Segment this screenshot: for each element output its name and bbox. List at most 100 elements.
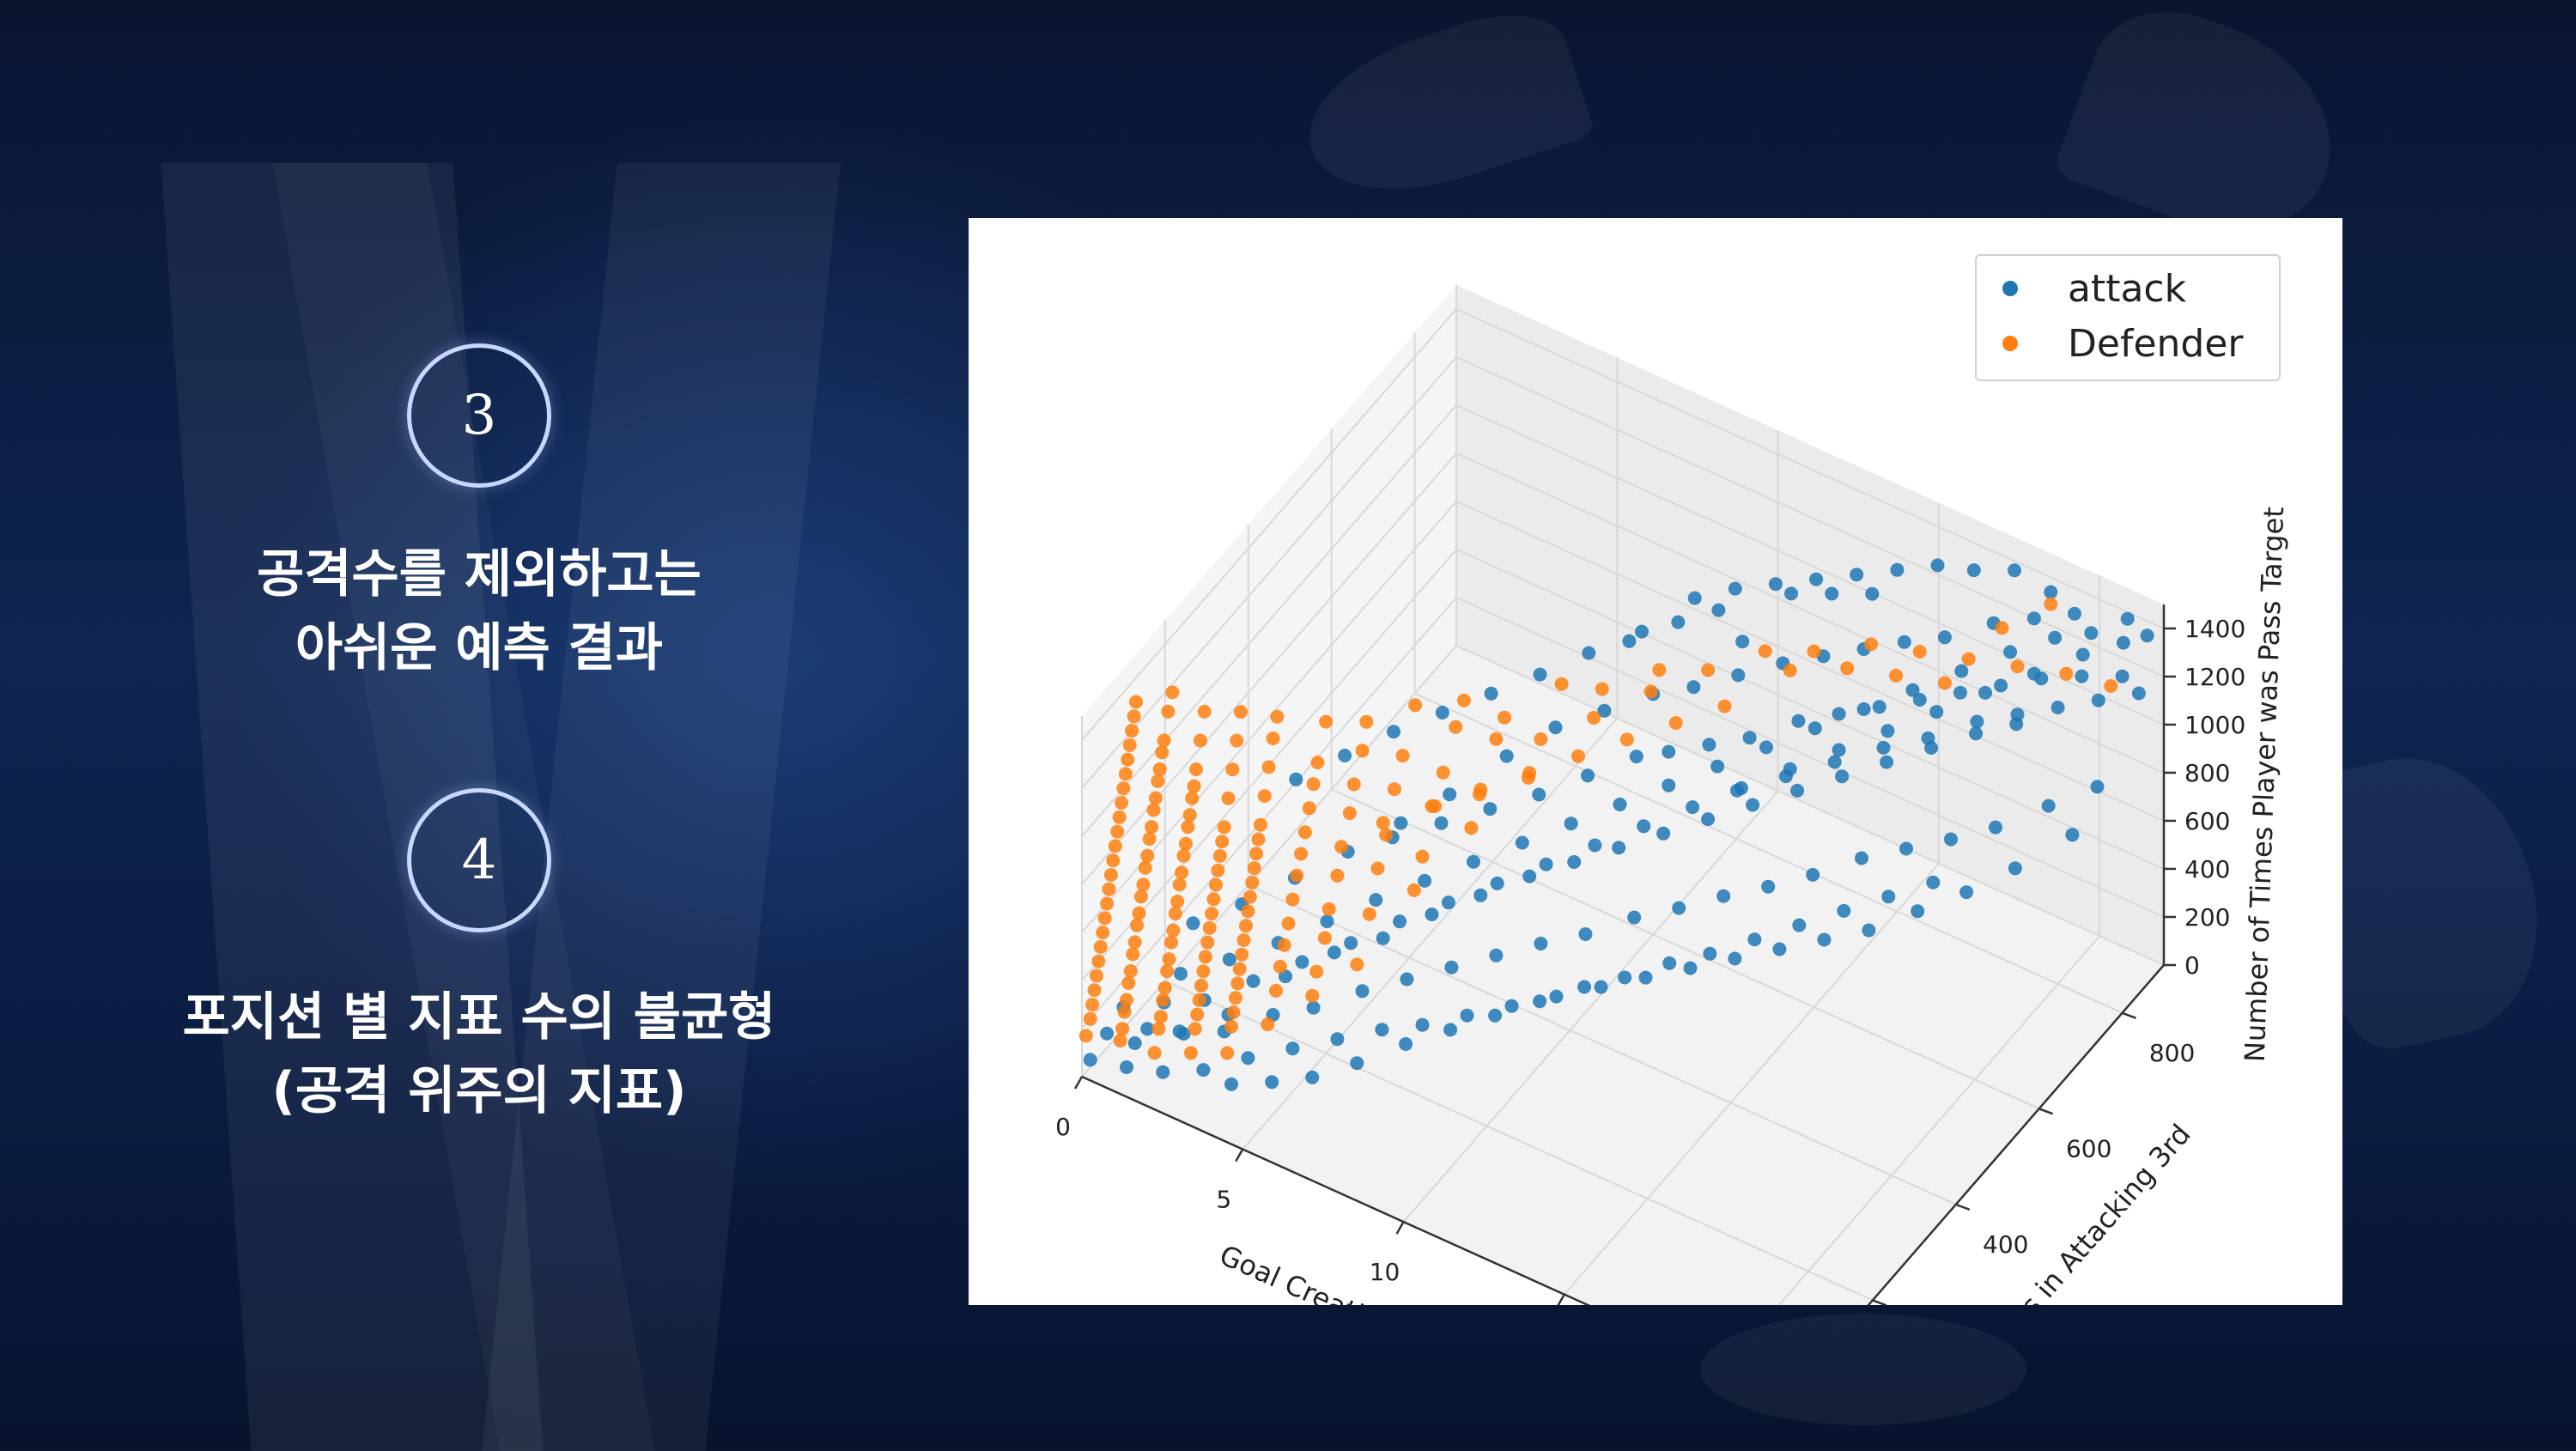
attack-data-point — [1488, 1008, 1503, 1023]
attack-data-point — [2091, 693, 2105, 707]
defender-data-point — [1129, 695, 1143, 709]
defender-data-point — [1226, 1005, 1241, 1019]
defender-data-point — [1309, 964, 1324, 979]
attack-data-point — [1100, 1026, 1115, 1041]
attack-data-point — [1731, 668, 1746, 683]
attack-data-point — [1735, 634, 1750, 649]
defender-data-point — [1202, 920, 1217, 935]
defender-data-point — [1121, 752, 1135, 767]
attack-data-point — [1683, 961, 1698, 975]
attack-data-point — [1140, 1022, 1155, 1036]
defender-data-point — [1247, 861, 1261, 876]
defender-data-point — [1133, 889, 1148, 904]
attack-data-point — [1241, 1051, 1255, 1065]
defender-data-point — [1157, 980, 1172, 995]
attack-data-point — [1784, 586, 1798, 601]
attack-data-point — [1330, 1032, 1345, 1047]
defender-data-point — [1123, 964, 1138, 978]
defender-data-point — [1457, 693, 1471, 707]
defender-data-point — [1571, 749, 1585, 763]
attack-data-point — [1533, 994, 1547, 1009]
attack-data-point — [1768, 577, 1783, 592]
attack-data-point — [2034, 671, 2049, 686]
defender-data-point — [1182, 808, 1197, 823]
attack-data-point — [1761, 879, 1776, 894]
attack-data-point — [1533, 667, 1547, 682]
step-3-caption-line: 아쉬운 예측 결과 — [295, 618, 664, 678]
attack-data-point — [2115, 669, 2129, 683]
attack-data-point — [1350, 1056, 1364, 1071]
attack-data-point — [1702, 738, 1716, 752]
defender-data-point — [1376, 816, 1390, 830]
attack-data-point — [1656, 826, 1671, 841]
defender-data-point — [1192, 993, 1206, 1007]
grid-line — [1164, 980, 1874, 1302]
legend-item-defender: Defender — [2002, 318, 2244, 369]
attack-data-point — [1425, 908, 1439, 921]
defender-data-point — [1221, 791, 1236, 805]
attack-data-point — [1306, 1000, 1321, 1015]
attack-data-point — [1730, 783, 1744, 798]
defender-data-point — [1241, 904, 1255, 919]
defender-data-point — [1189, 762, 1203, 777]
defender-data-point — [1498, 710, 1512, 725]
defender-data-point — [1783, 663, 1797, 677]
defender-data-point — [1162, 952, 1176, 967]
defender-data-point — [1245, 875, 1260, 889]
attack-data-point — [1196, 1063, 1211, 1078]
defender-data-point — [1239, 919, 1253, 933]
defender-data-point — [1415, 849, 1430, 864]
defender-data-point — [1106, 853, 1121, 868]
attack-data-point — [2010, 707, 2025, 722]
defender-data-point — [1334, 840, 1349, 854]
defender-data-point — [1115, 796, 1128, 810]
attack-data-point — [1759, 740, 1773, 755]
defender-data-point — [1619, 732, 1634, 747]
defender-data-point — [1305, 988, 1320, 1003]
attack-data-point — [1441, 895, 1455, 910]
defender-data-point — [2044, 597, 2058, 611]
step-4-number-badge: 4 — [407, 788, 551, 932]
defender-data-point — [1346, 777, 1361, 792]
defender-data-point — [1297, 825, 1312, 840]
grid-line — [1081, 597, 1457, 1029]
defender-data-point — [1230, 733, 1244, 748]
defender-data-point — [1170, 895, 1185, 908]
attack-data-point — [1483, 802, 1498, 817]
tick-labels: 0510152002004006008000200400600800100012… — [1055, 615, 2245, 1305]
attack-data-point — [1618, 970, 1632, 985]
attack-data-point — [1970, 714, 1984, 729]
attack-data-point — [2008, 861, 2022, 876]
attack-data-point — [1862, 923, 1876, 938]
attack-data-point — [1400, 972, 1414, 987]
defender-data-point — [1254, 817, 1267, 832]
attack-data-point — [1711, 603, 1726, 617]
attack-data-point — [1285, 1041, 1300, 1056]
defender-data-point — [1091, 954, 1106, 968]
grid-line — [1081, 308, 1457, 741]
attack-data-point — [1327, 945, 1341, 960]
attack-data-point — [1880, 755, 1894, 769]
defender-data-point — [1230, 976, 1245, 991]
defender-data-point — [1425, 799, 1439, 813]
attack-data-point — [1671, 615, 1686, 629]
defender-data-point — [1138, 860, 1152, 875]
attack-data-point — [1809, 572, 1824, 586]
attack-data-point — [1791, 713, 1806, 728]
attack-data-point — [1120, 1060, 1133, 1074]
attack-data-point — [1638, 970, 1653, 985]
y-tick-label: 800 — [2149, 1039, 2195, 1067]
attack-data-point — [1662, 744, 1676, 759]
attack-data-point — [1393, 914, 1407, 929]
attack-data-point — [1850, 568, 1864, 582]
grid-line — [1455, 308, 2165, 629]
defender-data-point — [1200, 935, 1215, 950]
grid-line — [1081, 356, 1457, 789]
attack-data-point — [1880, 724, 1895, 738]
attack-data-point — [1687, 591, 1702, 605]
x-axis-label: Goal Creating Actions — [1215, 1238, 1500, 1305]
grid-line — [1455, 452, 2165, 774]
attack-data-point — [1728, 581, 1742, 596]
defender-data-point — [1145, 820, 1159, 835]
defender-data-point — [1197, 704, 1212, 719]
